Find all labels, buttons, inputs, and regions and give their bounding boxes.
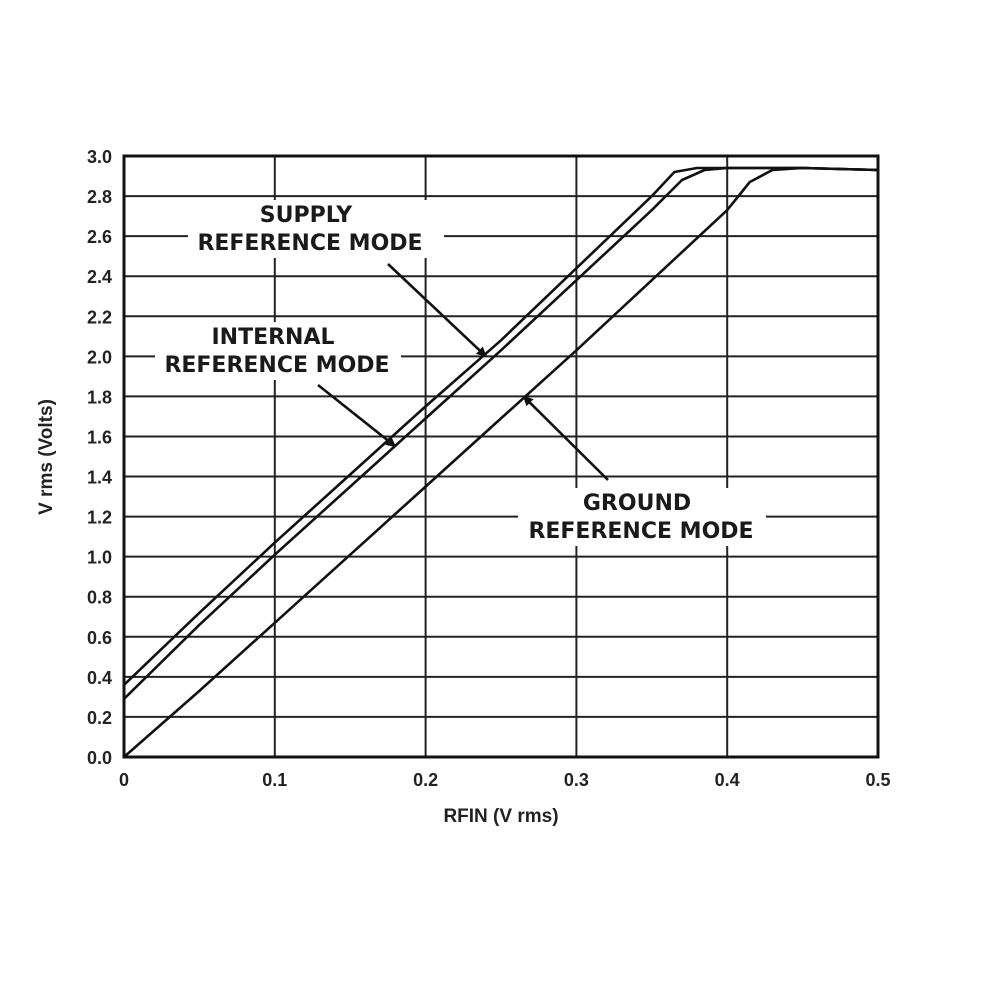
y-tick-label: 0.0 <box>87 748 112 768</box>
series-internal-reference-mode <box>123 166 879 700</box>
y-tick-label: 0.2 <box>87 708 112 728</box>
y-tick-label: 1.2 <box>87 508 112 528</box>
x-tick-label: 0.5 <box>865 770 890 790</box>
x-tick-label: 0 <box>119 770 129 790</box>
y-axis-title: V rms (Volts) <box>36 399 57 515</box>
x-tick-label: 0.1 <box>262 770 287 790</box>
annotation-arrows <box>317 263 609 481</box>
annotation-supply-line1: SUPPLY <box>260 203 354 228</box>
arrow-internal <box>317 383 397 448</box>
plot-frame <box>122 154 880 759</box>
annotation-backgrounds <box>155 200 766 546</box>
series-ground-reference-mode <box>123 166 879 758</box>
y-tick-label: 0.8 <box>87 588 112 608</box>
annotation-internal-line2: REFERENCE MODE <box>164 353 389 378</box>
y-tick-label: 2.4 <box>87 267 112 287</box>
arrow-ground <box>522 395 609 481</box>
y-tick-label: 2.2 <box>87 307 112 327</box>
y-tick-label: 2.0 <box>87 347 112 367</box>
annotation-internal-line1: INTERNAL <box>211 325 334 350</box>
y-tick-label: 0.4 <box>87 668 112 688</box>
plot-border <box>122 154 880 759</box>
y-tick-label: 2.8 <box>87 187 112 207</box>
y-tick-label: 1.6 <box>87 427 112 447</box>
arrow-supply <box>387 263 487 358</box>
y-tick-label: 0.6 <box>87 628 112 648</box>
x-tick-label: 0.3 <box>564 770 589 790</box>
x-tick-label: 0.2 <box>413 770 438 790</box>
y-tick-label: 1.8 <box>87 387 112 407</box>
y-axis-ticks: 0.0 0.2 0.4 0.6 0.8 1.0 1.2 1.4 1.6 1.8 2.0 2.2 2.4 2… <box>87 147 112 768</box>
annotation-background <box>188 200 444 258</box>
y-tick-label: 1.4 <box>87 468 112 488</box>
y-tick-label: 1.0 <box>87 548 112 568</box>
annotation-ground-line2: REFERENCE MODE <box>528 519 753 544</box>
x-tick-label: 0.4 <box>715 770 740 790</box>
annotation-supply-line2: REFERENCE MODE <box>197 231 422 256</box>
annotation-background <box>518 488 766 546</box>
x-axis-title: RFIN (V rms) <box>443 806 558 827</box>
y-tick-label: 3.0 <box>87 147 112 167</box>
annotation-ground-line1: GROUND <box>583 491 691 516</box>
x-axis-ticks: 0 0.1 0.2 0.3 0.4 0.5 <box>119 770 891 790</box>
data-series <box>123 166 879 758</box>
y-tick-label: 2.6 <box>87 227 112 247</box>
annotation-background <box>155 322 401 380</box>
